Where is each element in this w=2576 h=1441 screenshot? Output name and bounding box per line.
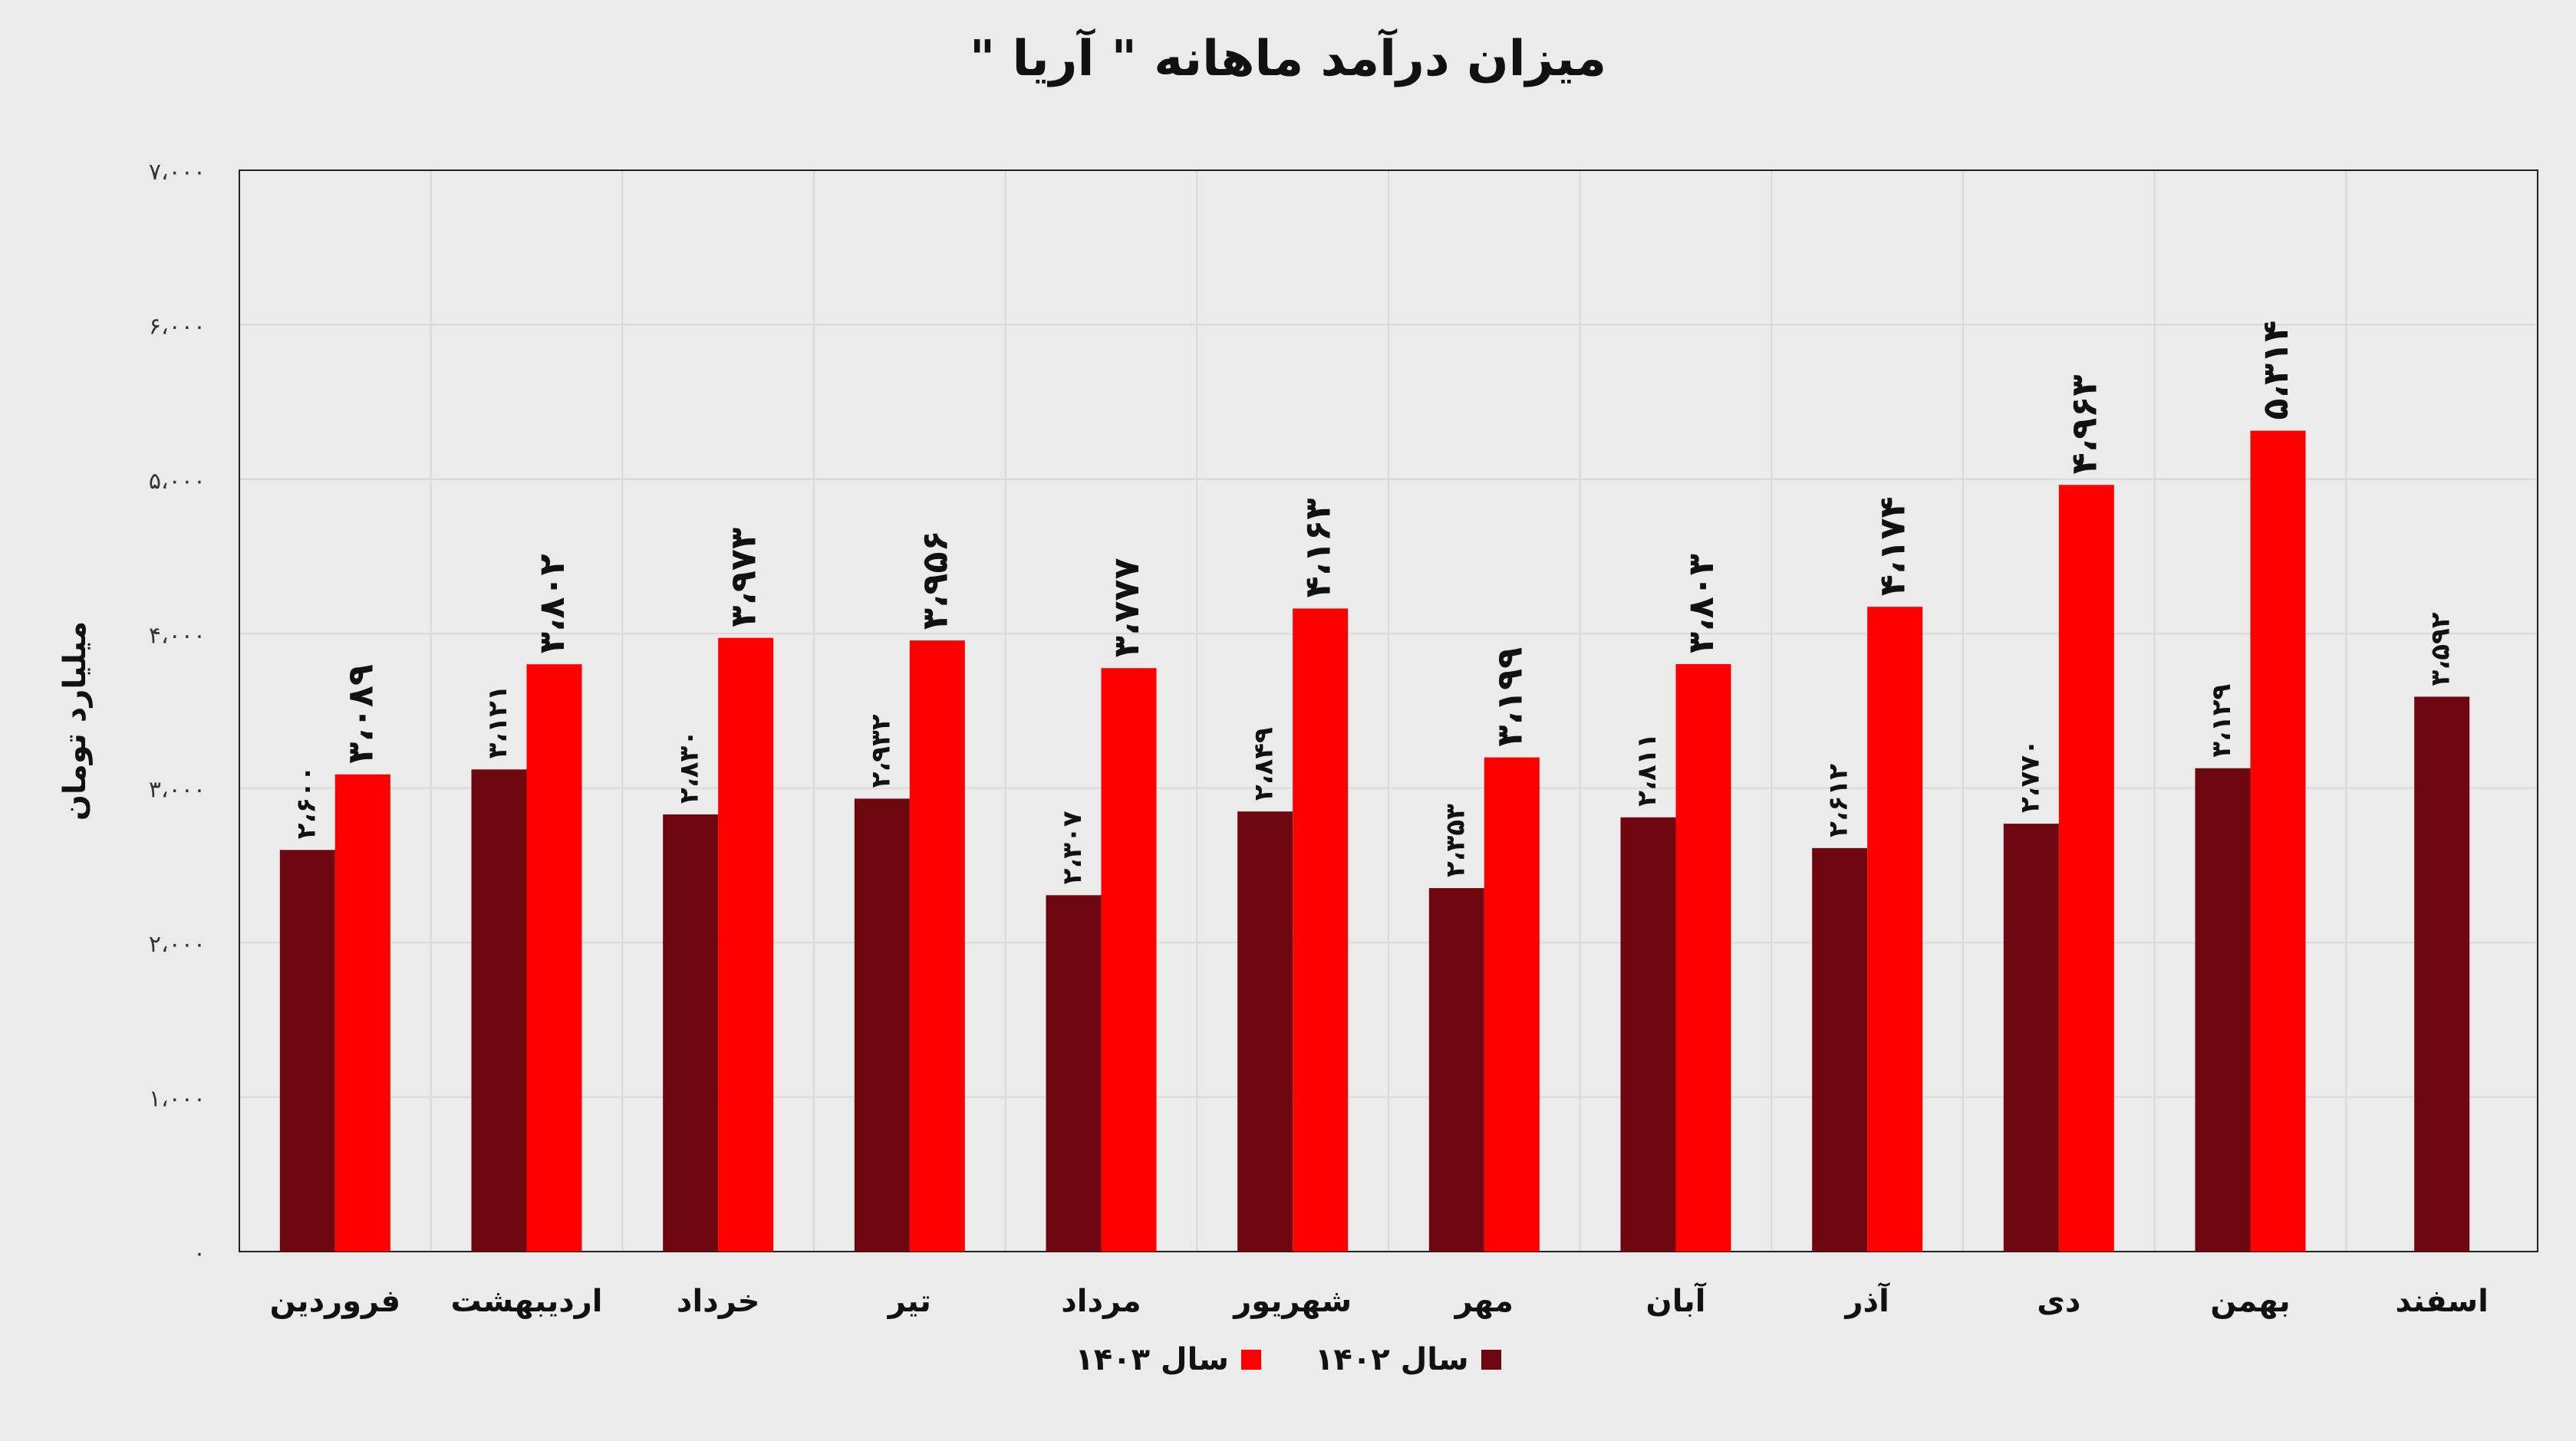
bar-series-2 — [334, 774, 390, 1252]
data-label-series-2: ۵،۳۱۴ — [2255, 321, 2296, 420]
bar-series-1 — [279, 850, 335, 1252]
bar-series-1 — [663, 814, 719, 1252]
y-tick-label: ۱،۰۰۰ — [149, 1086, 206, 1113]
legend: سال ۱۴۰۲ سال ۱۴۰۳ — [0, 1342, 2576, 1377]
bar-series-1 — [2414, 696, 2470, 1252]
data-label-series-1: ۲،۸۳۰ — [674, 730, 705, 804]
bar-series-2 — [909, 640, 965, 1252]
data-label-series-1: ۲،۸۴۹ — [1249, 727, 1280, 801]
x-tick-label: شهریور — [1232, 1284, 1352, 1319]
data-label-series-1: ۳،۱۲۱ — [483, 685, 513, 758]
legend-swatch-series-1 — [1481, 1350, 1501, 1370]
data-label-series-1: ۲،۶۱۲ — [1823, 764, 1854, 837]
bar-series-2 — [2058, 485, 2114, 1252]
data-label-series-2: ۴،۱۶۳ — [1297, 498, 1339, 598]
data-label-series-2: ۴،۹۶۳ — [2063, 375, 2104, 475]
x-tick-label: فروردین — [270, 1284, 401, 1319]
data-label-series-2: ۳،۰۸۹ — [339, 664, 380, 764]
x-tick-label: تیر — [887, 1284, 931, 1319]
data-label-series-1: ۲،۹۳۲ — [865, 714, 896, 788]
data-label-series-1: ۳،۱۲۹ — [2206, 684, 2237, 758]
plot-frame — [239, 169, 2538, 1252]
bar-series-1 — [471, 769, 527, 1252]
data-label-series-1: ۳،۵۹۲ — [2426, 612, 2456, 686]
y-tick-label: ۳،۰۰۰ — [149, 777, 206, 804]
bar-series-2 — [718, 637, 774, 1252]
bar-series-1 — [1812, 847, 1868, 1252]
data-label-series-2: ۴،۱۷۴ — [1872, 496, 1913, 596]
data-label-series-1: ۲،۳۵۳ — [1440, 804, 1471, 877]
bar-series-1 — [1620, 817, 1676, 1252]
data-label-series-2: ۳،۷۷۷ — [1105, 558, 1147, 657]
bar-series-1 — [1046, 895, 1102, 1252]
y-tick-label: ۵،۰۰۰ — [149, 468, 206, 495]
bar-series-1 — [2195, 768, 2251, 1252]
bar-series-2 — [1293, 608, 1349, 1252]
x-tick-label: مرداد — [1061, 1284, 1141, 1319]
y-tick-label: ۷،۰۰۰ — [149, 159, 206, 186]
y-tick-label: ۲،۰۰۰ — [149, 931, 206, 958]
x-tick-label: آبان — [1646, 1281, 1707, 1319]
data-label-series-2: ۳،۹۷۳ — [723, 528, 764, 627]
y-tick-label: ۶،۰۰۰ — [149, 313, 206, 340]
bar-series-2 — [1867, 607, 1923, 1252]
data-label-series-1: ۲،۷۷۰ — [2014, 739, 2045, 813]
x-tick-label: اسفند — [2396, 1284, 2489, 1319]
x-tick-label: دی — [2037, 1284, 2080, 1319]
y-tick-label: ۴،۰۰۰ — [149, 622, 206, 649]
bar-series-2 — [2250, 430, 2306, 1252]
legend-item-series-1: سال ۱۴۰۲ — [1315, 1342, 1501, 1377]
legend-label-series-2: سال ۱۴۰۳ — [1075, 1342, 1229, 1377]
data-label-series-1: ۲،۶۰۰ — [291, 765, 321, 839]
bar-series-1 — [854, 798, 910, 1252]
bar-series-2 — [526, 664, 582, 1252]
x-tick-label: مهر — [1454, 1284, 1514, 1319]
bar-series-2 — [1675, 663, 1731, 1252]
bar-series-1 — [1428, 888, 1484, 1252]
bar-series-2 — [1101, 668, 1157, 1252]
legend-swatch-series-2 — [1241, 1350, 1261, 1370]
y-tick-label: ۰ — [193, 1240, 206, 1267]
bar-series-1 — [1237, 811, 1293, 1252]
x-tick-label: بهمن — [2210, 1284, 2290, 1319]
bar-series-1 — [2003, 824, 2059, 1252]
chart-title: میزان درآمد ماهانه " آریا " — [969, 31, 1607, 87]
legend-label-series-1: سال ۱۴۰۲ — [1315, 1342, 1469, 1377]
data-label-series-2: ۳،۸۰۳ — [1680, 554, 1721, 653]
data-label-series-2: ۳،۹۵۶ — [914, 530, 955, 630]
legend-item-series-2: سال ۱۴۰۳ — [1075, 1342, 1261, 1377]
bar-series-2 — [1484, 757, 1540, 1252]
data-label-series-1: ۲،۸۱۱ — [1632, 733, 1662, 807]
data-label-series-2: ۳،۱۹۹ — [1488, 647, 1530, 747]
x-tick-label: اردیبهشت — [450, 1284, 602, 1319]
data-label-series-2: ۳،۸۰۲ — [531, 554, 572, 653]
data-label-series-1: ۲،۳۰۷ — [1057, 811, 1088, 884]
x-tick-label: خرداد — [677, 1284, 759, 1319]
x-tick-label: آذر — [1844, 1281, 1891, 1319]
